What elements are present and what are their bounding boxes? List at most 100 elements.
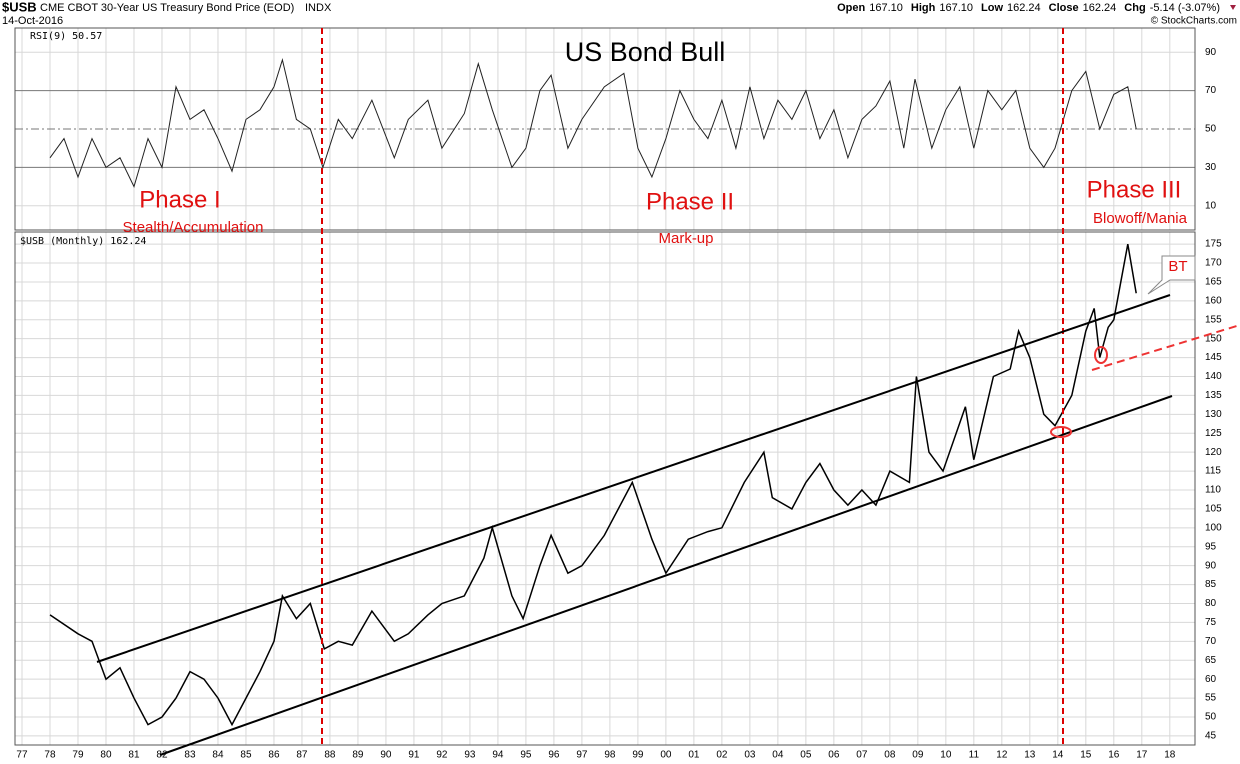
x-tick-label: 96 bbox=[548, 750, 560, 761]
y-tick-label: 130 bbox=[1205, 409, 1222, 420]
quote-label: Low bbox=[981, 2, 1003, 14]
quote-label: Open bbox=[837, 2, 865, 14]
x-tick-label: 97 bbox=[576, 750, 588, 761]
annotation: Mark-up bbox=[658, 230, 713, 247]
y-tick-label: 95 bbox=[1205, 541, 1217, 552]
highlight bbox=[1050, 426, 1072, 438]
price-frame bbox=[14, 231, 1196, 746]
x-tick-label: 85 bbox=[240, 750, 252, 761]
x-tick-label: 86 bbox=[268, 750, 280, 761]
credit: © StockCharts.com bbox=[1151, 16, 1237, 27]
annotation: Blowoff/Mania bbox=[1093, 210, 1188, 227]
annotation: Phase II bbox=[646, 188, 734, 215]
x-tick-label: 99 bbox=[632, 750, 644, 761]
x-tick-label: 16 bbox=[1108, 750, 1120, 761]
y-tick-label: 175 bbox=[1205, 239, 1222, 250]
x-tick-label: 07 bbox=[856, 750, 868, 761]
y-tick-label: 145 bbox=[1205, 352, 1222, 363]
y-tick-label: 70 bbox=[1205, 85, 1217, 96]
x-tick-label: 01 bbox=[688, 750, 700, 761]
y-tick-label: 160 bbox=[1205, 295, 1222, 306]
y-tick-label: 110 bbox=[1205, 485, 1221, 496]
quote-label: Chg bbox=[1124, 2, 1145, 14]
channel-line bbox=[159, 395, 1173, 756]
x-tick-label: 09 bbox=[912, 750, 924, 761]
annotation: Stealth/Accumulation bbox=[123, 219, 264, 236]
y-tick-label: 140 bbox=[1205, 371, 1222, 382]
channel-line bbox=[96, 294, 1171, 663]
y-tick-label: 125 bbox=[1205, 428, 1222, 439]
callout bbox=[1147, 255, 1196, 295]
x-tick-label: 12 bbox=[996, 750, 1008, 761]
y-tick-label: 60 bbox=[1205, 674, 1217, 685]
y-tick-label: 150 bbox=[1205, 333, 1222, 344]
y-tick-label: 135 bbox=[1205, 390, 1222, 401]
quote-value: 162.24 bbox=[1083, 2, 1117, 14]
y-tick-label: 100 bbox=[1205, 522, 1222, 533]
x-tick-label: 02 bbox=[716, 750, 728, 761]
price-line bbox=[49, 243, 1137, 727]
y-tick-label: 50 bbox=[1205, 124, 1217, 135]
quote-value: 167.10 bbox=[869, 2, 903, 14]
y-tick-label: 170 bbox=[1205, 258, 1222, 269]
y-tick-label: 70 bbox=[1205, 636, 1217, 647]
x-tick-label: 80 bbox=[100, 750, 112, 761]
x-tick-label: 87 bbox=[296, 750, 308, 761]
callout-text: BT bbox=[1168, 258, 1187, 275]
plot: 1030507090455055606570758085909510010511… bbox=[16, 47, 1222, 761]
x-tick-label: 11 bbox=[969, 750, 980, 761]
rsi-frame bbox=[14, 27, 1196, 231]
x-tick-label: 92 bbox=[436, 750, 448, 761]
x-tick-label: 84 bbox=[212, 750, 224, 761]
x-tick-label: 17 bbox=[1136, 750, 1148, 761]
y-tick-label: 30 bbox=[1205, 162, 1217, 173]
y-tick-label: 50 bbox=[1205, 712, 1217, 723]
x-tick-label: 04 bbox=[772, 750, 784, 761]
x-tick-label: 06 bbox=[828, 750, 840, 761]
y-tick-label: 105 bbox=[1205, 504, 1222, 515]
exchange: INDX bbox=[305, 2, 332, 14]
quote-arrow bbox=[1230, 5, 1236, 10]
y-tick-label: 90 bbox=[1205, 47, 1217, 58]
x-tick-label: 78 bbox=[44, 750, 56, 761]
quote-value: -5.14 (-3.07%) bbox=[1150, 2, 1220, 14]
y-tick-label: 80 bbox=[1205, 598, 1217, 609]
y-tick-label: 55 bbox=[1205, 693, 1217, 704]
quote-value: 162.24 bbox=[1007, 2, 1041, 14]
x-tick-label: 94 bbox=[492, 750, 504, 761]
y-tick-label: 90 bbox=[1205, 560, 1217, 571]
x-tick-label: 88 bbox=[324, 750, 336, 761]
x-tick-label: 00 bbox=[660, 750, 672, 761]
rsi-line bbox=[49, 58, 1137, 188]
annotation: Phase I bbox=[139, 186, 220, 213]
highlight bbox=[1094, 346, 1108, 364]
y-tick-label: 65 bbox=[1205, 655, 1217, 666]
x-tick-label: 89 bbox=[352, 750, 364, 761]
chart-title: US Bond Bull bbox=[565, 37, 726, 67]
x-tick-label: 90 bbox=[380, 750, 392, 761]
x-tick-label: 05 bbox=[800, 750, 812, 761]
x-tick-label: 15 bbox=[1080, 750, 1092, 761]
x-tick-label: 10 bbox=[940, 750, 952, 761]
quote-value: 167.10 bbox=[939, 2, 973, 14]
y-tick-label: 45 bbox=[1205, 731, 1217, 742]
quote: Open 167.10 High 167.10 Low 162.24 Close 162.24… bbox=[837, 2, 1236, 14]
y-tick-label: 10 bbox=[1205, 200, 1217, 211]
x-tick-label: 95 bbox=[520, 750, 532, 761]
quote-label: High bbox=[911, 2, 936, 14]
price-legend: $USB (Monthly) 162.24 bbox=[20, 236, 146, 247]
rsi-legend: RSI(9) 50.57 bbox=[30, 31, 102, 42]
y-tick-label: 75 bbox=[1205, 617, 1217, 628]
y-tick-label: 165 bbox=[1205, 277, 1222, 288]
x-tick-label: 91 bbox=[408, 750, 420, 761]
quote-label: Close bbox=[1049, 2, 1079, 14]
annotation: Phase III bbox=[1087, 176, 1182, 203]
y-tick-label: 85 bbox=[1205, 579, 1217, 590]
x-tick-label: 03 bbox=[744, 750, 756, 761]
x-tick-label: 79 bbox=[72, 750, 84, 761]
x-tick-label: 14 bbox=[1052, 750, 1064, 761]
x-tick-label: 18 bbox=[1164, 750, 1176, 761]
x-tick-label: 98 bbox=[604, 750, 616, 761]
